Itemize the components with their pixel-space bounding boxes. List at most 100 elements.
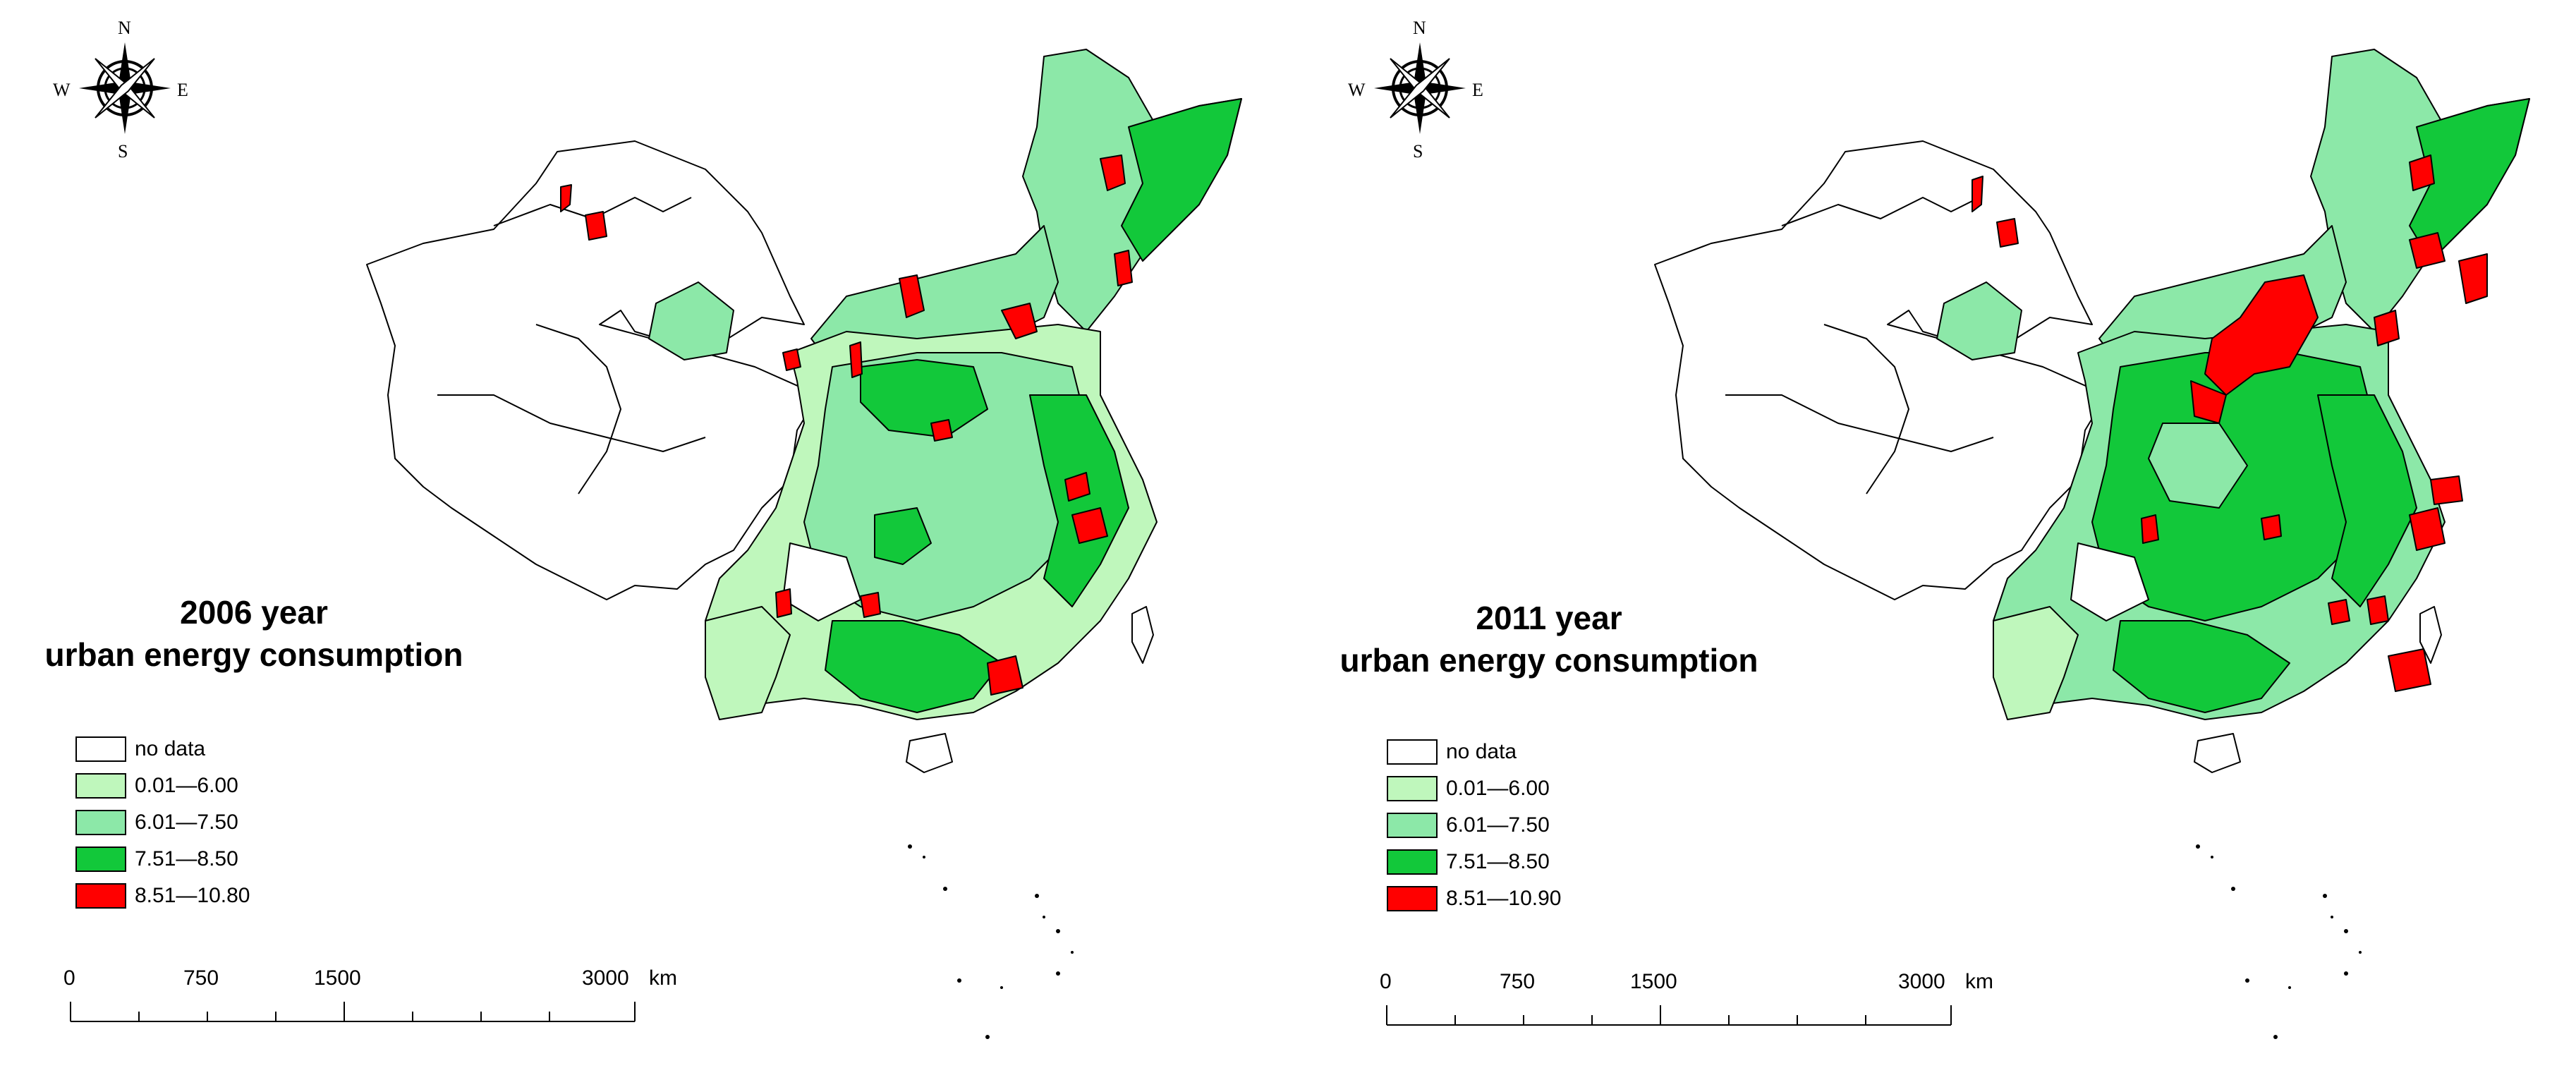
hotspot-red [860, 592, 881, 618]
region-west-inner-lines [535, 324, 621, 495]
map-title-2006: 2006 year urban energy consumption [14, 591, 494, 676]
scale-tick-label: 750 [183, 966, 219, 990]
hotspot-red [987, 655, 1023, 696]
map-year-title: 2011 year [1476, 600, 1622, 636]
hotspot-red [585, 211, 607, 241]
legend-item: 6.01—7.50 [75, 804, 250, 841]
map-subtitle: urban energy consumption [1339, 642, 1758, 679]
compass-west-label: W [1348, 80, 1366, 100]
scale-tick-label: 0 [63, 966, 75, 990]
hotspot-red [2458, 253, 2488, 304]
north-arrow: N S E W [1341, 18, 1524, 201]
legend-item: 7.51—8.50 [1387, 844, 1561, 880]
south-china-sea-islands [908, 844, 1074, 1039]
region-west-inner-lines [1823, 324, 1909, 495]
region-coastal-green [1029, 394, 1129, 607]
region-hainan [906, 733, 953, 773]
north-arrow: N S E W [46, 18, 229, 201]
scale-tick-label: 750 [1500, 970, 1536, 993]
scale-bar-2011: 0 750 1500 3000 km [1359, 963, 2064, 1033]
legend-item: no data [1387, 734, 1561, 770]
scale-unit-label: km [1965, 970, 1993, 993]
hotspot-red [775, 588, 792, 618]
hotspot-red [1114, 250, 1133, 286]
scale-tick-label: 0 [1380, 970, 1392, 993]
region-south-green [825, 620, 1002, 713]
region-xinjiang-lines [493, 197, 692, 226]
compass-east-label: E [1472, 80, 1483, 100]
region-northeast-green [1121, 98, 1242, 262]
hotspot-red [2367, 595, 2389, 625]
map-year-title: 2006 year [180, 594, 328, 631]
legend-item: 0.01—6.00 [1387, 770, 1561, 807]
hotspot-red [2409, 232, 2446, 269]
compass-south-label: S [1413, 141, 1423, 162]
hotspot-red [2141, 514, 2159, 544]
region-yunnan [1993, 606, 2079, 720]
legend-2011: no data 0.01—6.00 6.01—7.50 7.51—8.50 8.… [1387, 734, 1561, 917]
compass-north-label: N [118, 18, 131, 38]
legend-label: 8.51—10.80 [135, 884, 250, 907]
hotspot-red [2261, 514, 2282, 540]
region-south-green [2113, 620, 2290, 713]
scale-bar-2006: 0 750 1500 3000 km [42, 959, 748, 1030]
legend-item: 7.51—8.50 [75, 841, 250, 878]
region-coastal-green [2317, 394, 2417, 607]
compass-north-label: N [1413, 18, 1426, 38]
scale-unit-label: km [649, 966, 677, 990]
region-taiwan [1131, 606, 1154, 664]
hotspot-red [782, 348, 801, 371]
china-map-2011 [1654, 49, 2530, 1039]
region-central-mid [2091, 352, 2389, 621]
legend-2006: no data 0.01—6.00 6.01—7.50 7.51—8.50 8.… [75, 731, 250, 914]
legend-label: 8.51—10.90 [1446, 887, 1562, 910]
hotspot-red [2409, 154, 2435, 191]
region-northeast-green [2409, 98, 2530, 262]
legend-label: 7.51—8.50 [1446, 850, 1550, 873]
hotspot-red [1996, 218, 2019, 248]
region-gansu-block [1936, 281, 2022, 360]
region-gansu-block [648, 281, 734, 360]
hotspot-red [560, 184, 572, 212]
legend-label: 0.01—6.00 [135, 774, 238, 797]
legend-swatch-class-4 [1387, 886, 1438, 911]
legend-label: no data [1446, 740, 1517, 763]
scale-tick-label: 1500 [314, 966, 361, 990]
compass-east-label: E [177, 80, 188, 100]
region-yunnan [705, 606, 791, 720]
region-west-no-data [366, 140, 819, 600]
region-north-china-green [860, 359, 988, 438]
hotspot-red [2204, 274, 2319, 396]
map-panel-2006: N S E W 2006 year urban energy consumpti… [14, 18, 1242, 1039]
map-subtitle: urban energy consumption [44, 636, 463, 673]
legend-label: no data [135, 737, 206, 760]
legend-label: 0.01—6.00 [1446, 777, 1550, 800]
legend-item: no data [75, 731, 250, 767]
region-xinjiang-lines [1781, 197, 1980, 226]
scale-bar-line [1386, 1005, 1952, 1026]
legend-label: 7.51—8.50 [135, 847, 238, 870]
map-panel-2011: N S E W 2011 year urban energy consumpti… [1288, 0, 2576, 1080]
hotspot-red [1100, 154, 1126, 191]
region-sichuan-green [874, 507, 932, 565]
hotspot-red [1001, 303, 1038, 339]
legend-swatch-no-data [1387, 739, 1438, 765]
legend-swatch-class-2 [75, 810, 126, 835]
region-southwest-no-data [2070, 542, 2149, 621]
hotspot-red [2409, 507, 2446, 551]
legend-swatch-class-3 [1387, 849, 1438, 875]
scale-tick-label: 3000 [1898, 970, 1945, 993]
region-west-no-data [1654, 140, 2107, 600]
legend-swatch-class-3 [75, 847, 126, 872]
scale-tick-label: 3000 [582, 966, 629, 990]
hotspot-red [1972, 176, 1983, 212]
compass-rose-icon [1374, 42, 1466, 134]
region-tibet-lines [437, 394, 706, 452]
hotspot-red [1064, 472, 1090, 502]
hotspot-red [2374, 310, 2400, 346]
south-china-sea-islands [2196, 844, 2362, 1039]
region-taiwan [2419, 606, 2442, 664]
region-hainan [2194, 733, 2241, 773]
legend-item: 8.51—10.90 [1387, 880, 1561, 917]
legend-label: 6.01—7.50 [135, 811, 238, 834]
